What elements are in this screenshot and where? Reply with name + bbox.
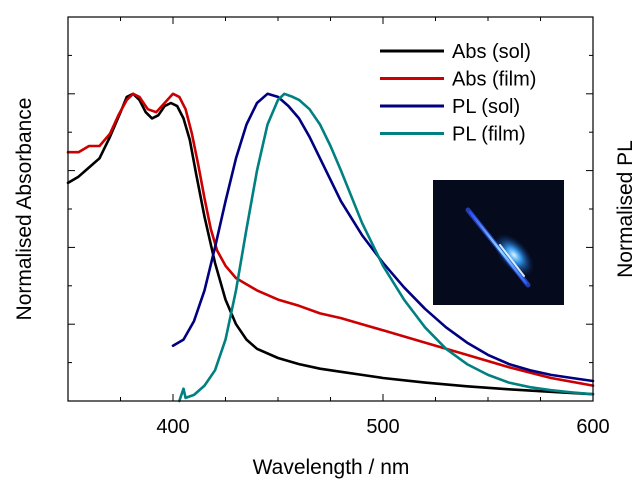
legend-label-2: PL (sol): [452, 96, 520, 118]
series-line-1: [66, 92, 595, 387]
series-line-2: [171, 92, 595, 383]
plot-frame: [67, 16, 594, 402]
inset-photo: [433, 180, 564, 305]
legend-label-3: PL (film): [452, 124, 526, 146]
y-axis-label-left: Normalised Absorbance: [13, 98, 36, 321]
x-axis-label: Wavelength / nm: [253, 456, 410, 479]
series-layer: [66, 92, 595, 403]
x-tick-labels: 400 500 600: [156, 416, 609, 438]
y-axis-label-right: Normalised PL: [614, 140, 632, 278]
x-tick-label: 400: [156, 416, 189, 438]
series-line-3: [178, 92, 595, 403]
x-tick-label: 600: [576, 416, 609, 438]
legend-label-0: Abs (sol): [452, 41, 531, 63]
x-tick-label: 500: [366, 416, 399, 438]
legend: Abs (sol) Abs (film) PL (sol) PL (film): [380, 41, 536, 146]
legend-label-1: Abs (film): [452, 69, 536, 91]
